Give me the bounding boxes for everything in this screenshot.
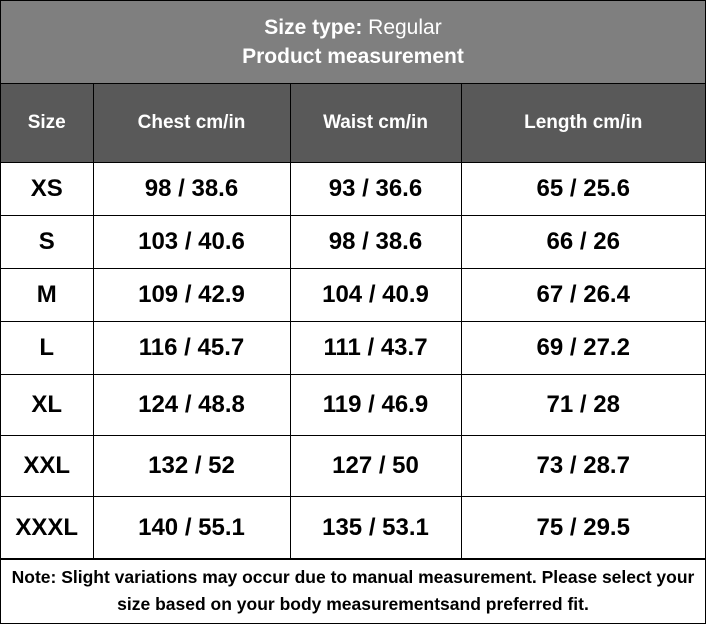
table-row: XXXL 140 / 55.1 135 / 53.1 75 / 29.5 [1,496,705,559]
size-cell: XXXL [1,496,94,559]
measurement-note: Note: Slight variations may occur due to… [1,559,705,621]
chest-cell: 109 / 42.9 [92,268,291,322]
waist-cell: 127 / 50 [289,435,462,497]
table-row: XL 124 / 48.8 119 / 46.9 71 / 28 [1,374,705,436]
size-table: Size Chest cm/in Waist cm/in Length cm/i… [1,84,705,559]
waist-cell: 93 / 36.6 [289,162,462,216]
waist-cell: 135 / 53.1 [289,496,462,559]
size-cell: L [1,321,94,375]
chest-cell: 98 / 38.6 [92,162,291,216]
chart-subtitle: Product measurement [242,45,464,68]
size-cell: S [1,215,94,269]
chest-cell: 140 / 55.1 [92,496,291,559]
column-header-chest: Chest cm/in [92,84,291,163]
size-type-line: Size type: Regular [264,13,441,42]
table-header-row: Size Chest cm/in Waist cm/in Length cm/i… [1,84,705,163]
column-header-size: Size [1,84,94,163]
length-cell: 75 / 29.5 [460,496,705,559]
length-cell: 71 / 28 [460,374,705,436]
table-row: XS 98 / 38.6 93 / 36.6 65 / 25.6 [1,162,705,216]
chest-cell: 103 / 40.6 [92,215,291,269]
chest-cell: 116 / 45.7 [92,321,291,375]
length-cell: 69 / 27.2 [460,321,705,375]
column-header-waist: Waist cm/in [289,84,462,163]
waist-cell: 111 / 43.7 [289,321,462,375]
length-cell: 67 / 26.4 [460,268,705,322]
chest-cell: 132 / 52 [92,435,291,497]
size-cell: XXL [1,435,94,497]
chest-cell: 124 / 48.8 [92,374,291,436]
length-cell: 65 / 25.6 [460,162,705,216]
column-header-length: Length cm/in [460,84,705,163]
table-row: L 116 / 45.7 111 / 43.7 69 / 27.2 [1,321,705,375]
waist-cell: 98 / 38.6 [289,215,462,269]
size-cell: XS [1,162,94,216]
size-cell: M [1,268,94,322]
length-cell: 73 / 28.7 [460,435,705,497]
table-row: XXL 132 / 52 127 / 50 73 / 28.7 [1,435,705,497]
chart-title: Size type: Regular Product measurement [1,1,705,84]
size-type-value: Regular [368,16,442,39]
size-cell: XL [1,374,94,436]
waist-cell: 119 / 46.9 [289,374,462,436]
size-type-label: Size type: [264,16,363,39]
table-row: M 109 / 42.9 104 / 40.9 67 / 26.4 [1,268,705,322]
length-cell: 66 / 26 [460,215,705,269]
table-row: S 103 / 40.6 98 / 38.6 66 / 26 [1,215,705,269]
waist-cell: 104 / 40.9 [289,268,462,322]
